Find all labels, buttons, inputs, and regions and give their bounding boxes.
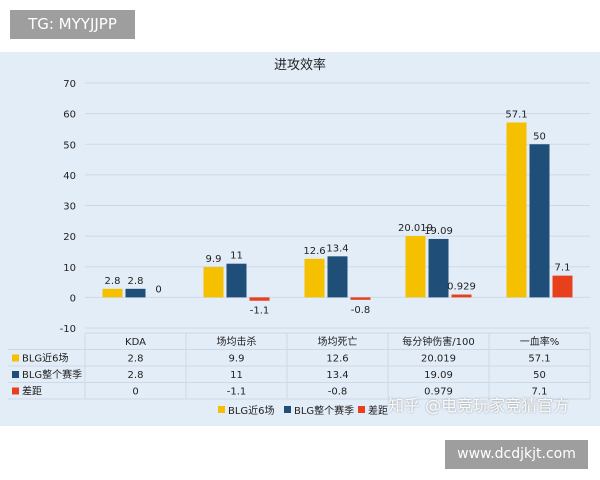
table-cell: 13.4 bbox=[326, 370, 348, 381]
legend-swatch bbox=[12, 354, 19, 362]
table-cell: 7.1 bbox=[532, 387, 548, 398]
data-label: -1.1 bbox=[250, 306, 270, 317]
x-category-label: 一血率% bbox=[520, 335, 560, 348]
bar bbox=[304, 258, 325, 298]
bar bbox=[451, 294, 472, 298]
table-cell: -0.8 bbox=[328, 387, 348, 398]
table-cell: 11 bbox=[230, 370, 243, 381]
data-label: 9.9 bbox=[206, 254, 222, 265]
legend-entry: BLG整个赛季 bbox=[294, 404, 354, 417]
y-tick-label: 40 bbox=[63, 171, 76, 182]
table-series-name: BLG近6场 bbox=[22, 352, 69, 365]
table-cell: 12.6 bbox=[326, 354, 348, 365]
x-category-label: 场均死亡 bbox=[318, 335, 358, 348]
legend-swatch bbox=[358, 406, 365, 413]
y-tick-label: 70 bbox=[63, 79, 76, 90]
legend-swatch bbox=[284, 406, 291, 413]
data-label: 0.929 bbox=[447, 282, 476, 293]
table-cell: 57.1 bbox=[528, 354, 550, 365]
table-cell: 19.09 bbox=[424, 370, 453, 381]
legend-entry: BLG近6场 bbox=[228, 404, 275, 417]
data-label: 19.09 bbox=[424, 226, 453, 237]
data-label: 11 bbox=[230, 251, 243, 262]
bar bbox=[203, 267, 224, 298]
bar bbox=[102, 288, 123, 298]
tag-label: TG: MYYJJPP bbox=[10, 10, 135, 39]
table-cell: 0.979 bbox=[424, 387, 453, 398]
legend-swatch bbox=[12, 371, 19, 378]
data-label: 13.4 bbox=[326, 243, 348, 254]
y-tick-label: 10 bbox=[63, 263, 76, 274]
y-tick-label: 50 bbox=[63, 140, 76, 151]
data-label: -0.8 bbox=[351, 305, 371, 316]
table-cell: 50 bbox=[533, 370, 546, 381]
table-cell: 0 bbox=[132, 387, 138, 398]
y-tick-label: 0 bbox=[70, 293, 76, 304]
data-label: 0 bbox=[155, 284, 161, 295]
bar bbox=[350, 297, 371, 300]
legend-entry: 差距 bbox=[368, 404, 388, 417]
table-series-name: BLG整个赛季 bbox=[22, 368, 82, 381]
y-tick-label: 20 bbox=[63, 232, 76, 243]
data-label: 12.6 bbox=[303, 246, 325, 257]
data-label: 57.1 bbox=[505, 110, 527, 121]
bar bbox=[552, 275, 573, 298]
x-category-label: 每分钟伤害/100 bbox=[402, 335, 474, 348]
x-category-label: KDA bbox=[125, 337, 146, 348]
site-label: www.dcdjkjt.com bbox=[445, 440, 588, 469]
chart-title: 进攻效率 bbox=[274, 57, 326, 73]
bar bbox=[327, 256, 348, 298]
bar bbox=[125, 288, 146, 298]
data-label: 2.8 bbox=[105, 276, 121, 287]
watermark: 知乎 @电竞玩家竞猜官方 bbox=[388, 396, 570, 415]
data-label: 2.8 bbox=[128, 276, 144, 287]
legend-swatch bbox=[12, 387, 19, 395]
chart-panel bbox=[0, 52, 600, 426]
table-cell: 9.9 bbox=[229, 354, 245, 365]
legend-swatch bbox=[218, 406, 225, 413]
bar-chart: 进攻效率 -10 0 10 20 30 40 50 60 70 2.8 2.8 0 9.9 11 -1.1 12… bbox=[8, 57, 591, 417]
y-tick-label: -10 bbox=[60, 324, 76, 335]
table-cell: 2.8 bbox=[128, 354, 144, 365]
y-tick-label: 60 bbox=[63, 110, 76, 121]
table-cell: 20.019 bbox=[421, 354, 456, 365]
table-cell: 2.8 bbox=[128, 370, 144, 381]
bar bbox=[405, 236, 426, 298]
data-label: 50 bbox=[533, 131, 546, 142]
data-label: 7.1 bbox=[555, 263, 571, 274]
bar bbox=[506, 122, 527, 298]
bar bbox=[249, 297, 270, 301]
bar bbox=[226, 263, 247, 298]
data-label: 20.019 bbox=[398, 223, 433, 234]
table-series-name: 差距 bbox=[22, 385, 42, 398]
bar bbox=[428, 238, 449, 298]
bar bbox=[529, 144, 550, 298]
x-category-label: 场均击杀 bbox=[217, 335, 257, 348]
table-cell: -1.1 bbox=[227, 387, 247, 398]
y-tick-label: 30 bbox=[63, 202, 76, 213]
